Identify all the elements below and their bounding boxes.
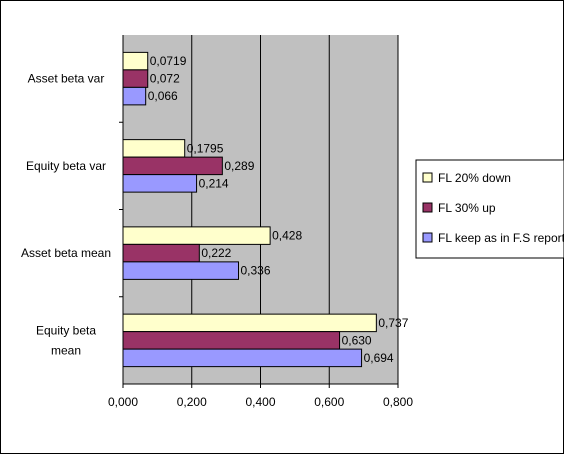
x-tick-label: 0,600: [314, 395, 344, 409]
data-label: 0,289: [224, 159, 254, 173]
legend-label: FL 20% down: [438, 171, 511, 185]
legend-label: FL keep as in F.S report: [438, 231, 564, 245]
legend-box: [415, 159, 564, 259]
x-tick-label: 0,000: [108, 395, 138, 409]
x-tick-label: 0,200: [177, 395, 207, 409]
data-label: 0,737: [378, 316, 408, 330]
bar: [122, 348, 363, 368]
data-label: 0,630: [342, 333, 372, 347]
x-tick-label: 0,400: [245, 395, 275, 409]
data-label: 0,0719: [150, 54, 187, 68]
data-label: 0,066: [148, 89, 178, 103]
data-label: 0,694: [364, 351, 394, 365]
bar: [122, 139, 186, 158]
bar: [122, 69, 149, 88]
category-label: Asset beta mean: [21, 246, 111, 260]
data-label: 0,222: [201, 246, 231, 260]
legend-swatch: [422, 202, 433, 213]
x-tick-labels: 0,000 0,200 0,400 0,600 0,800: [108, 395, 413, 409]
legend-swatch: [422, 172, 433, 183]
axes: [119, 35, 399, 388]
data-label: 0,428: [272, 229, 302, 243]
category-labels: Asset beta var Equity beta var Asset beta …: [21, 72, 111, 358]
bar: [122, 261, 239, 280]
data-label: 0,072: [150, 72, 180, 86]
data-label: 0,336: [241, 264, 271, 278]
category-label: Equity beta var: [26, 159, 106, 173]
bar: [122, 243, 200, 263]
data-label: 0,1795: [187, 141, 224, 155]
legend: FL 20% down FL 30% up FL keep as in F.S re…: [415, 159, 564, 259]
bars: [122, 51, 377, 368]
bar: [122, 174, 198, 193]
category-label: Equity beta mean: [36, 323, 96, 357]
bar: [122, 226, 271, 245]
bar: [122, 313, 377, 333]
x-tick-label: 0,800: [383, 395, 413, 409]
category-label: Asset beta var: [28, 72, 105, 86]
bar: [122, 51, 149, 71]
legend-swatch: [422, 232, 433, 243]
bar: [122, 86, 147, 106]
legend-label: FL 30% up: [438, 201, 496, 215]
bar: [122, 156, 223, 176]
data-label: 0,214: [199, 176, 229, 190]
bar: [122, 331, 341, 350]
